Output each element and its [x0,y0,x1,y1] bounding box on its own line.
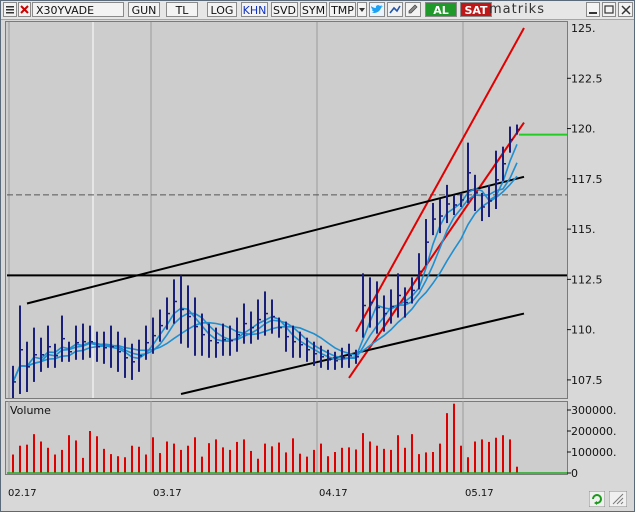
minimize-icon [589,12,597,14]
menu-icon[interactable] [3,2,17,17]
y-tick-label: 107.5 [571,374,603,387]
channel-line-0 [355,27,525,333]
refresh-icon [588,490,606,508]
y-tick-label: 110. [571,324,596,337]
share-icon [389,5,401,14]
y-tick-label: 112.5 [571,273,603,286]
close-icon [620,5,631,15]
sym-button[interactable]: SYM [300,2,327,17]
close-icon [20,5,29,14]
sell-button[interactable]: SAT [460,2,492,17]
buy-button[interactable]: AL [425,2,457,17]
close-window-button[interactable] [618,2,633,17]
svd-button[interactable]: SVD [271,2,298,17]
channel-line-2 [26,175,525,305]
y-tick-label: 117.5 [571,173,603,186]
moving-average-line-2 [12,175,518,383]
resize-handle[interactable] [608,490,628,508]
symbol-field[interactable]: X30YVADE [32,2,124,17]
chevron-down-icon [359,8,365,12]
tmp-button[interactable]: TMP [329,2,356,17]
maximize-icon [604,5,614,14]
khn-button[interactable]: KHN [241,2,268,17]
grip-icon [608,490,628,508]
brand-logo: matriks [489,2,545,17]
refresh-button[interactable] [588,490,606,508]
dropdown-button[interactable] [357,2,367,17]
chart-canvas: 122.5 120. 117.5 115. 112.5 110. 107.5 125. Volu… [7,22,617,480]
hamburger-icon [6,6,14,14]
pencil-icon [408,4,418,14]
y-tick-label: 115. [571,223,596,236]
edit-button[interactable] [405,2,421,17]
twitter-button[interactable] [369,2,385,17]
x-tick-label: 02.17 [8,488,37,499]
period-button[interactable]: GUN [128,2,160,17]
x-tick-label: 03.17 [153,488,182,499]
volume-y-tick-label: 200000. [571,425,617,438]
moving-average-line-0 [12,144,518,383]
toolbar: X30YVADE GUN TL LOG KHN SVD SYM TMP [1,1,634,20]
x-tick-label: 04.17 [319,488,348,499]
scale-button[interactable]: TL [166,2,198,17]
twitter-icon [371,5,383,13]
volume-y-tick-label: 100000. [571,446,617,459]
y-tick-label: 122.5 [571,72,603,85]
channel-line-1 [348,121,525,379]
close-symbol-button[interactable] [18,2,31,17]
maximize-button[interactable] [602,2,616,17]
volume-title: Volume [10,404,51,417]
y-tick-label: 120. [571,123,596,136]
log-button[interactable]: LOG [207,2,237,17]
y-tick-label: 125. [571,22,596,35]
minimize-button[interactable] [586,2,600,17]
x-tick-label: 05.17 [465,488,494,499]
volume-y-tick-label: 0 [571,467,578,480]
volume-y-tick-label: 300000. [571,404,617,417]
share-button[interactable] [387,2,403,17]
